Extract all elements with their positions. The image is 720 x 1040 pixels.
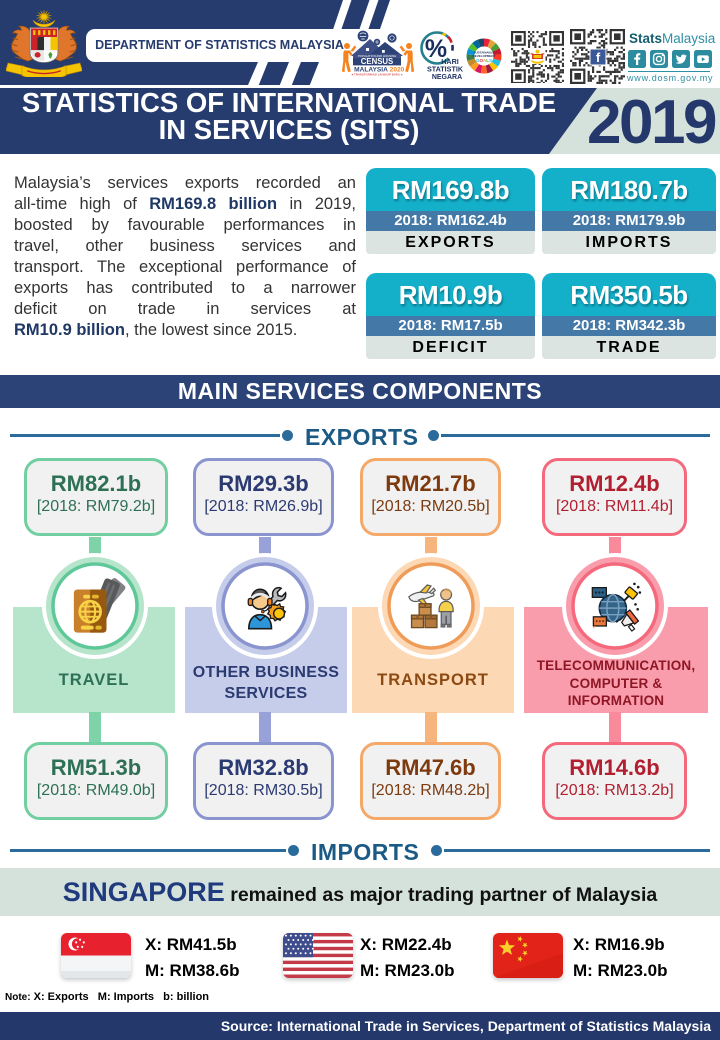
svg-text:MALAYSIA: MALAYSIA bbox=[354, 67, 388, 74]
svg-text:CENSUS: CENSUS bbox=[361, 57, 394, 66]
svg-text:HARI: HARI bbox=[441, 57, 459, 66]
svg-text:f: f bbox=[596, 50, 601, 65]
svg-text:DEVELOPMENT: DEVELOPMENT bbox=[473, 54, 496, 58]
svg-text:POPULATION AND HOUSING: POPULATION AND HOUSING bbox=[358, 54, 396, 58]
svg-text:STATISTIK: STATISTIK bbox=[427, 65, 464, 74]
svg-text:SUSTAINABLE: SUSTAINABLE bbox=[473, 51, 494, 55]
svg-text:NEGARA: NEGARA bbox=[432, 74, 462, 81]
svg-text:2020: 2020 bbox=[390, 67, 405, 74]
svg-text:GOALS: GOALS bbox=[476, 58, 492, 63]
svg-text:%: % bbox=[425, 35, 447, 63]
svg-text:▸ TRANSFORMASI LANSKAP BARU ◂: ▸ TRANSFORMASI LANSKAP BARU ◂ bbox=[352, 73, 403, 77]
